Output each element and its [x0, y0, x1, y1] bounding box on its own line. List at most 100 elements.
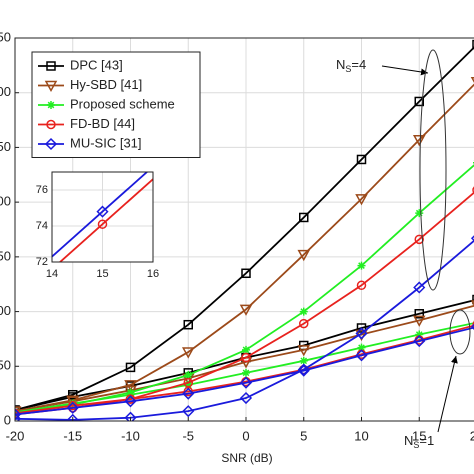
marker — [124, 380, 137, 392]
x-tick-label: -10 — [121, 428, 140, 443]
marker — [355, 349, 368, 362]
x-tick-label: -5 — [182, 428, 194, 443]
marker — [297, 249, 311, 262]
marker — [297, 363, 310, 376]
y-tick-label: 50 — [0, 358, 11, 373]
legend-label: FD-BD [44] — [70, 116, 135, 131]
marker — [415, 330, 424, 339]
marker — [183, 386, 193, 397]
series-line — [15, 46, 474, 411]
marker — [239, 391, 253, 405]
marker — [472, 321, 474, 329]
inset-x-tick-label: 14 — [46, 268, 58, 280]
marker — [414, 234, 424, 245]
x-tick-label: -15 — [63, 428, 82, 443]
marker — [184, 380, 193, 389]
marker — [297, 345, 311, 357]
y-tick-label: 100 — [0, 303, 11, 318]
marker — [125, 362, 136, 373]
x-tick-label: 15 — [412, 428, 426, 443]
marker — [299, 212, 309, 223]
marker — [412, 135, 426, 147]
y-tick-label: 0 — [4, 412, 11, 427]
marker — [472, 39, 474, 50]
series-line — [15, 83, 474, 413]
marker — [46, 61, 56, 71]
marker — [15, 408, 22, 421]
marker — [355, 327, 368, 340]
x-tick-label: 5 — [300, 428, 307, 443]
marker — [183, 319, 193, 330]
marker — [242, 345, 250, 354]
marker — [182, 387, 195, 400]
marker — [357, 261, 366, 270]
annotation-ellipse — [419, 49, 447, 291]
marker — [415, 209, 424, 218]
marker — [472, 294, 474, 305]
series-line — [15, 324, 474, 415]
marker — [414, 309, 424, 319]
marker — [183, 377, 193, 388]
marker — [299, 307, 308, 316]
marker — [124, 395, 137, 408]
annotation-arrow — [437, 355, 458, 433]
marker — [299, 318, 309, 329]
marker — [66, 401, 79, 414]
marker — [472, 186, 474, 194]
inset-line — [58, 178, 153, 262]
legend-label: Hy-SBD [41] — [70, 77, 142, 92]
inset-frame — [51, 171, 154, 263]
marker — [46, 119, 56, 130]
y-tick-label: 250 — [0, 139, 11, 154]
inset-x-tick-label: 15 — [96, 268, 108, 280]
marker — [124, 411, 137, 421]
marker — [66, 413, 79, 421]
legend-label: Proposed scheme — [70, 96, 175, 111]
marker — [239, 304, 253, 316]
x-axis-label: SNR (dB) — [221, 451, 272, 465]
marker — [68, 400, 78, 411]
marker — [355, 194, 368, 206]
legend-label: MU-SIC [31] — [70, 135, 142, 150]
y-tick-label: 300 — [0, 84, 11, 99]
marker — [414, 96, 424, 107]
marker — [297, 364, 310, 377]
y-tick-label: 200 — [0, 194, 11, 209]
x-tick-label: 20 — [470, 428, 474, 443]
inset-y-tick-label: 76 — [36, 184, 48, 196]
x-tick-label: 10 — [354, 428, 368, 443]
inset-y-tick-label: 74 — [36, 220, 48, 232]
marker — [356, 154, 367, 165]
series-line — [15, 239, 474, 421]
x-tick-label: 0 — [242, 428, 249, 443]
inset-x-tick-label: 16 — [147, 268, 159, 280]
inset-y-tick-label: 72 — [36, 256, 48, 268]
y-tick-label: 350 — [0, 29, 11, 44]
marker — [97, 219, 108, 229]
marker — [44, 137, 58, 151]
marker — [241, 268, 251, 279]
marker — [96, 205, 109, 218]
marker — [356, 280, 367, 291]
marker — [413, 335, 426, 348]
annotation: NS=1 — [404, 433, 434, 450]
marker — [184, 371, 193, 380]
marker — [357, 343, 366, 352]
series-line — [15, 326, 474, 416]
marker — [356, 323, 367, 333]
marker — [242, 368, 250, 377]
marker — [241, 352, 251, 363]
x-tick-label: -20 — [6, 428, 25, 443]
marker — [182, 405, 195, 418]
annotation: NS=4 — [336, 57, 366, 74]
marker — [412, 315, 426, 327]
annotation-ellipse — [449, 309, 471, 355]
y-tick-label: 150 — [0, 248, 11, 263]
plot-frame — [14, 37, 474, 422]
marker — [181, 347, 195, 359]
marker — [299, 356, 308, 365]
marker — [239, 376, 253, 389]
inset-line — [52, 172, 149, 258]
marker — [125, 394, 136, 404]
